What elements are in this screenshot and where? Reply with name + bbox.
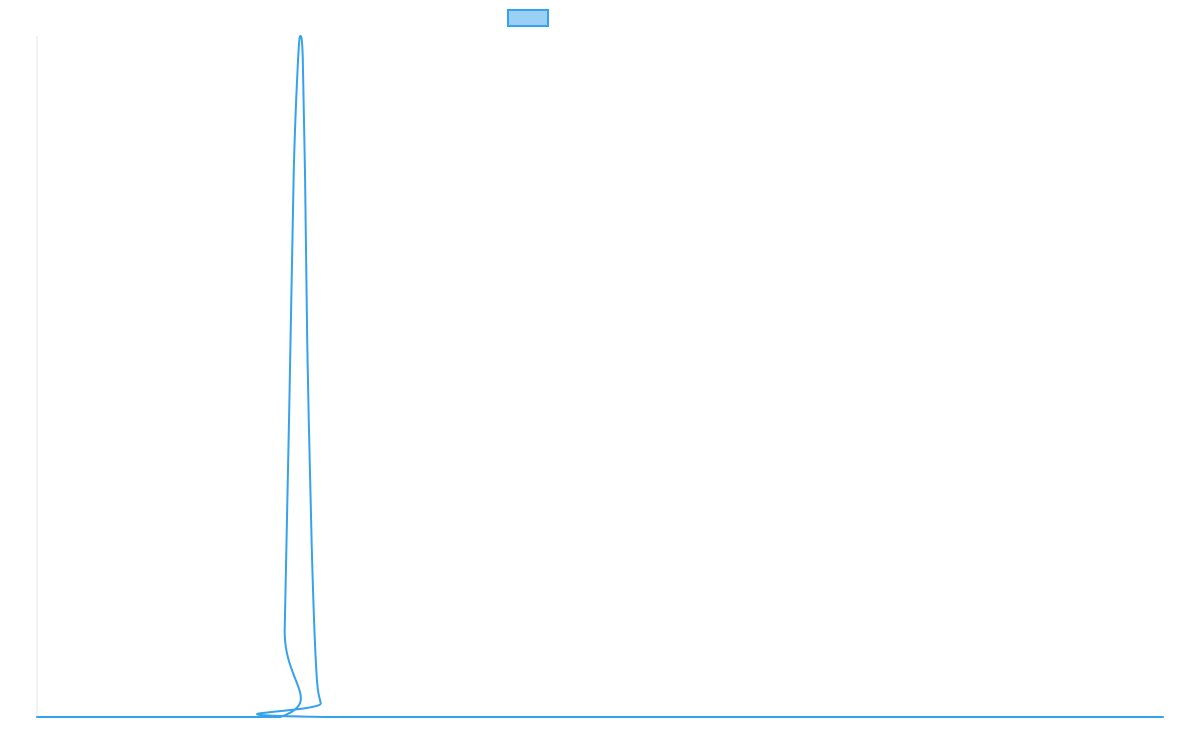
data-point-0-11[interactable]	[313, 666, 319, 672]
data-point-0-14[interactable]	[1160, 714, 1166, 720]
data-point-0-8[interactable]	[302, 169, 308, 175]
data-point-0-13[interactable]	[322, 714, 328, 720]
legend-swatch[interactable]	[507, 9, 549, 27]
data-point-0-4[interactable]	[291, 169, 297, 175]
data-point-0-10[interactable]	[309, 544, 315, 550]
data-point-0-0[interactable]	[34, 714, 40, 720]
data-point-0-2[interactable]	[282, 625, 288, 631]
data-point-0-9[interactable]	[304, 339, 310, 345]
data-point-0-7[interactable]	[300, 53, 306, 59]
data-point-0-12[interactable]	[318, 700, 324, 706]
plot-area	[34, 33, 1166, 720]
data-point-0-1[interactable]	[277, 714, 283, 720]
series-line-0[interactable]	[36, 35, 1164, 719]
data-point-0-3[interactable]	[286, 408, 292, 414]
legend[interactable]	[507, 9, 549, 27]
data-point-0-6[interactable]	[297, 33, 303, 39]
